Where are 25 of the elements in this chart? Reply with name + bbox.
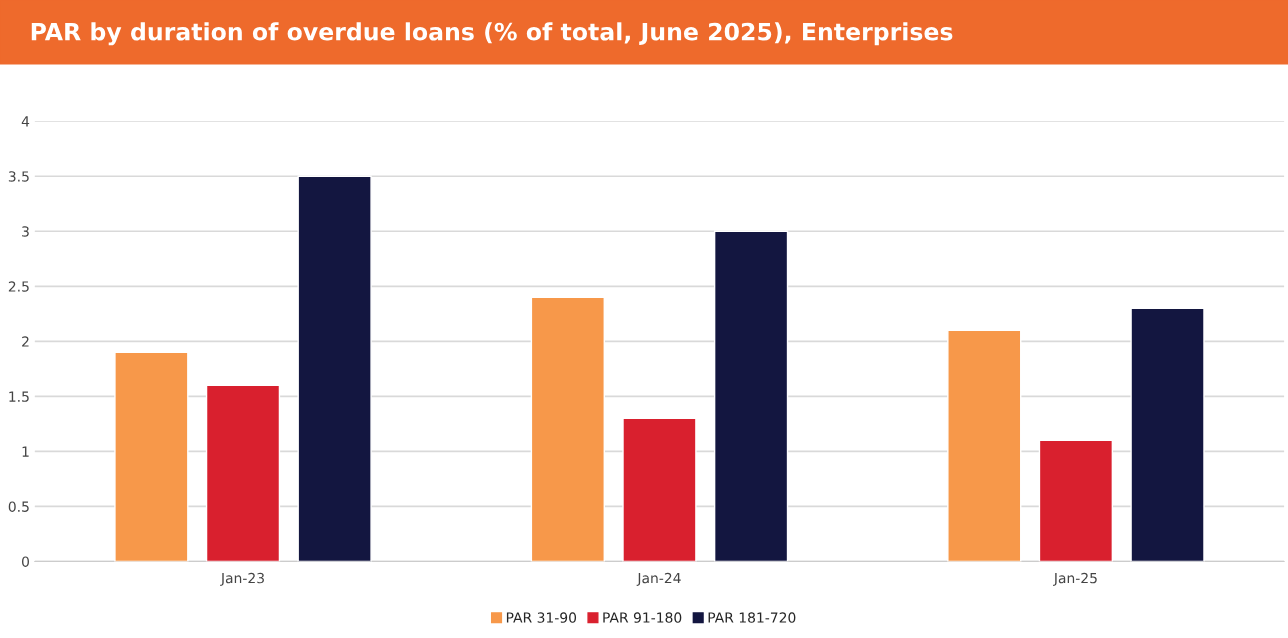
bar	[530, 296, 605, 562]
x-tick-label: Jan-23	[220, 572, 264, 586]
y-tick-label: 1.5	[9, 391, 29, 402]
y-tick-label: 0.5	[8, 501, 29, 512]
bar	[713, 230, 789, 562]
x-tick-label: Jan-24	[636, 572, 681, 586]
y-tick-label: 2.5	[8, 281, 29, 292]
bar	[947, 329, 1022, 562]
bar	[1038, 439, 1114, 562]
y-tick-label: 4	[21, 116, 30, 127]
y-tick-label: 3.5	[8, 171, 29, 182]
x-tick-label: Jan-25	[1053, 572, 1097, 586]
bar	[297, 175, 372, 562]
y-tick-label: 0	[21, 556, 29, 567]
bar	[114, 351, 189, 562]
bar	[1130, 307, 1205, 562]
legend-label: PAR 31-90	[506, 612, 577, 623]
chart-title: PAR by duration of overdue loans (% of total, June 2025), Enterprises	[31, 22, 953, 46]
legend-label: PAR 181-720	[708, 612, 796, 623]
y-tick-label: 3	[22, 226, 29, 237]
legend-label: PAR 91-180	[603, 612, 682, 623]
bar	[622, 417, 697, 562]
y-tick-label: 2	[22, 336, 29, 347]
bar	[205, 384, 281, 562]
y-tick-label: 1	[22, 446, 29, 457]
